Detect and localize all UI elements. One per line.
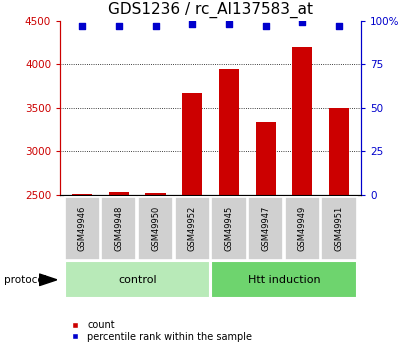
Bar xyxy=(182,93,203,195)
Bar xyxy=(146,193,166,195)
Bar xyxy=(72,194,92,195)
Bar xyxy=(211,261,356,298)
Text: GSM49947: GSM49947 xyxy=(261,206,270,251)
Point xyxy=(79,23,85,29)
Point xyxy=(115,23,122,29)
Bar xyxy=(138,197,173,260)
Title: GDS1236 / rc_AI137583_at: GDS1236 / rc_AI137583_at xyxy=(108,2,313,18)
Point xyxy=(226,21,232,27)
Text: control: control xyxy=(118,275,156,285)
Bar xyxy=(175,197,210,260)
Bar xyxy=(322,197,356,260)
Point xyxy=(152,23,159,29)
Bar xyxy=(211,197,247,260)
Bar xyxy=(248,197,283,260)
Point xyxy=(189,21,195,27)
Polygon shape xyxy=(39,274,57,286)
Point xyxy=(336,23,342,29)
Bar xyxy=(329,108,349,195)
Text: GSM49950: GSM49950 xyxy=(151,206,160,251)
Text: GSM49952: GSM49952 xyxy=(188,206,197,251)
Text: GSM49951: GSM49951 xyxy=(334,206,344,251)
Bar xyxy=(285,197,320,260)
Text: protocol: protocol xyxy=(4,275,47,285)
Point xyxy=(299,20,306,25)
Bar xyxy=(109,192,129,195)
Text: Htt induction: Htt induction xyxy=(248,275,320,285)
Bar xyxy=(256,122,276,195)
Bar xyxy=(101,197,137,260)
Text: GSM49948: GSM49948 xyxy=(115,206,123,251)
Text: GSM49945: GSM49945 xyxy=(225,206,234,251)
Text: GSM49949: GSM49949 xyxy=(298,206,307,251)
Point xyxy=(262,23,269,29)
Bar xyxy=(65,197,100,260)
Text: GSM49946: GSM49946 xyxy=(78,206,87,251)
Bar xyxy=(292,47,312,195)
Legend: count, percentile rank within the sample: count, percentile rank within the sample xyxy=(65,320,252,342)
Bar xyxy=(65,261,210,298)
Bar xyxy=(219,69,239,195)
